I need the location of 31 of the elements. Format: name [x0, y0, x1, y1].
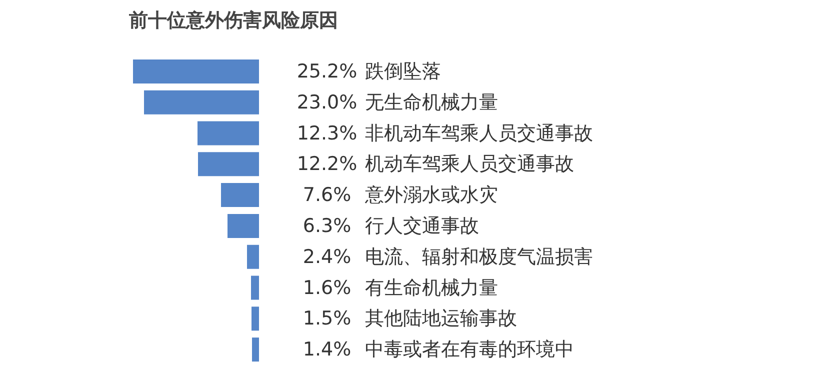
y-tick-label: 电流、辐射和极度气温损害 — [365, 246, 593, 268]
bar — [247, 244, 259, 269]
bar — [221, 183, 259, 208]
data-label: 7.6% — [302, 184, 352, 206]
data-label: 2.4% — [302, 246, 352, 268]
bar — [228, 214, 259, 238]
data-label: 12.2% — [296, 153, 358, 176]
data-label: 12.3% — [296, 122, 358, 144]
y-tick-label: 行人交通事故 — [365, 214, 479, 237]
bar — [133, 59, 259, 84]
data-label: 25.2% — [296, 60, 358, 82]
data-label: 1.5% — [302, 308, 352, 330]
chart-title: 前十位意外伤害风险原因 — [128, 10, 338, 32]
y-tick-label: 无生命机械力量 — [365, 91, 498, 114]
bar — [252, 306, 259, 331]
y-tick-label: 中毒或者在有毒的环境中 — [365, 338, 574, 361]
bar — [251, 276, 259, 300]
data-label: 6.3% — [302, 214, 352, 237]
data-label: 1.4% — [302, 338, 352, 361]
y-tick-label: 机动车驾乘人员交通事故 — [365, 153, 574, 176]
y-tick-label: 有生命机械力量 — [365, 276, 498, 299]
y-tick-label: 其他陆地运输事故 — [365, 308, 517, 330]
y-tick-label: 跌倒坠落 — [365, 60, 441, 82]
bar — [144, 90, 259, 114]
y-tick-label: 非机动车驾乘人员交通事故 — [365, 122, 593, 144]
data-label: 23.0% — [296, 91, 358, 114]
bar — [198, 121, 259, 146]
bar — [198, 152, 259, 176]
data-label: 1.6% — [302, 276, 352, 299]
y-tick-label: 意外溺水或水灾 — [364, 184, 498, 206]
bar — [252, 338, 259, 362]
